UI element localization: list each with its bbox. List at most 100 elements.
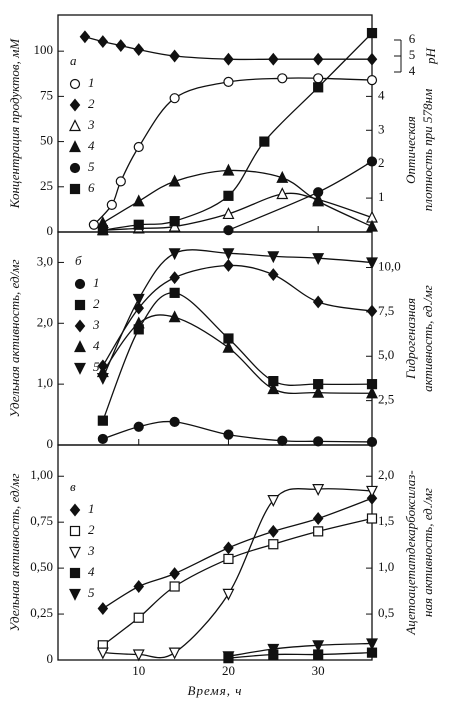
marker <box>97 35 109 49</box>
series-line <box>102 517 373 646</box>
marker <box>79 30 91 44</box>
marker <box>366 219 378 232</box>
y-tick-label: 0,25 <box>30 605 53 620</box>
marker <box>366 513 378 524</box>
marker <box>366 638 378 651</box>
legend-label: 1 <box>93 275 100 290</box>
marker <box>268 268 279 282</box>
marker <box>223 553 234 565</box>
legend-label: 3 <box>87 543 95 558</box>
marker <box>132 293 145 306</box>
y2-tick-label: 2 <box>378 155 385 170</box>
marker <box>169 416 180 427</box>
marker <box>168 248 181 261</box>
y3-tick-label: 4 <box>409 63 416 78</box>
series-line <box>228 160 373 231</box>
marker <box>223 429 234 440</box>
marker <box>222 588 235 601</box>
y2-tick-label: 3 <box>378 121 385 136</box>
marker <box>168 174 181 187</box>
y-axis-label: Концентрация продуктов, мМ <box>7 38 22 210</box>
marker <box>312 385 325 398</box>
marker <box>169 216 180 227</box>
series-line <box>102 264 373 367</box>
y-axis-label: Удельная активность, ед/мг <box>7 259 22 417</box>
marker <box>267 251 280 264</box>
y2-tick-label: 0,5 <box>378 605 394 620</box>
legend-label: 6 <box>88 180 95 195</box>
y-tick-label: 1,0 <box>37 375 53 390</box>
marker <box>313 436 324 447</box>
legend-marker <box>69 78 81 90</box>
marker <box>222 248 235 261</box>
marker <box>223 259 234 272</box>
marker <box>97 415 108 426</box>
marker <box>312 52 324 66</box>
panel-label: б <box>75 253 82 268</box>
legend-marker <box>74 299 86 311</box>
marker <box>313 73 324 84</box>
legend-label: 5 <box>88 585 95 600</box>
marker <box>366 156 378 167</box>
marker <box>96 647 109 660</box>
legend-marker <box>74 340 86 353</box>
marker <box>96 372 109 385</box>
legend-marker <box>69 119 81 132</box>
marker <box>276 187 289 200</box>
marker <box>366 74 378 86</box>
marker <box>313 187 324 198</box>
marker <box>366 27 378 39</box>
marker <box>223 225 234 236</box>
y-tick-label: 0 <box>47 651 54 666</box>
marker <box>168 647 181 660</box>
x-axis-label: Время, ч <box>188 683 243 698</box>
marker <box>223 190 234 201</box>
legend-label: 5 <box>93 359 100 374</box>
y2-axis-label: ная активность, ед./мг <box>420 488 435 617</box>
legend-marker <box>69 503 81 517</box>
legend-label: 3 <box>87 117 95 132</box>
marker <box>312 253 325 266</box>
marker <box>169 271 180 285</box>
legend-label: 1 <box>88 75 95 90</box>
panel-label: а <box>70 53 77 68</box>
marker <box>259 136 270 147</box>
marker <box>267 643 280 656</box>
y2-axis-label: Гидрогеназная <box>403 298 418 380</box>
y2-axis-label: плотность при 578нм <box>420 89 435 211</box>
marker <box>268 52 279 66</box>
y2-tick-label: 1,5 <box>378 513 394 528</box>
marker <box>97 225 108 236</box>
legend-label: 2 <box>88 96 95 111</box>
marker <box>133 612 144 623</box>
marker <box>115 176 126 187</box>
marker <box>223 541 234 555</box>
marker <box>133 580 145 593</box>
y-tick-label: 3,0 <box>37 253 53 268</box>
y2-tick-label: 5,0 <box>378 347 394 362</box>
marker <box>366 304 378 318</box>
y-tick-label: 100 <box>34 42 54 57</box>
legend-label: 2 <box>88 522 95 537</box>
marker <box>268 539 279 550</box>
legend-marker <box>69 525 81 537</box>
legend-label: 1 <box>88 501 95 516</box>
y2-tick-label: 1 <box>378 189 385 204</box>
marker <box>312 640 325 653</box>
y2-tick-label: 7,5 <box>378 303 394 318</box>
y2-tick-label: 2,0 <box>378 467 394 482</box>
marker <box>97 433 108 445</box>
y2-axis-label: Оптическая <box>403 116 418 184</box>
marker <box>222 651 235 664</box>
y3-tick-label: 5 <box>409 47 416 62</box>
marker <box>132 649 145 662</box>
legend-marker <box>74 319 86 333</box>
y-tick-label: 2,0 <box>37 314 53 329</box>
legend-marker <box>69 588 81 601</box>
marker <box>222 163 235 176</box>
marker <box>276 170 289 183</box>
y-tick-label: 0,50 <box>30 559 53 574</box>
legend-label: 5 <box>88 159 95 174</box>
legend-marker <box>69 546 81 559</box>
